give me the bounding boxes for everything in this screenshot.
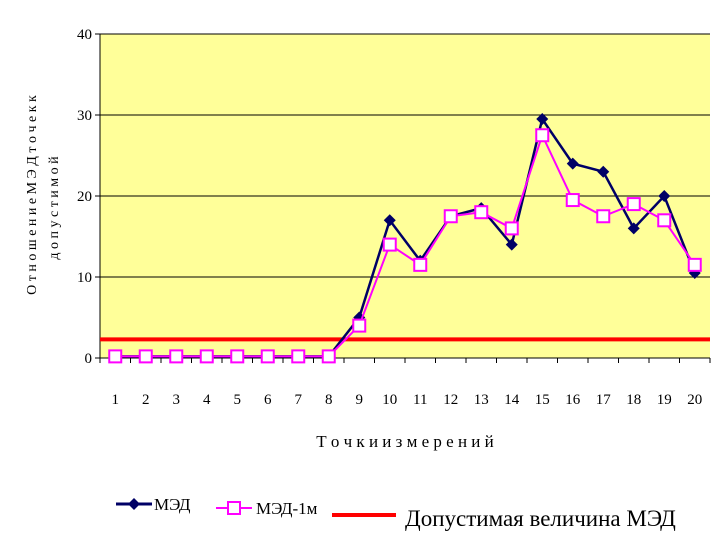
- x-tick-label-10: 10: [382, 392, 397, 408]
- x-tick-label-4: 4: [203, 392, 211, 408]
- x-tick-label-11: 11: [413, 392, 427, 408]
- legend-label-threshold: Допустимая величина МЭД: [405, 506, 676, 531]
- point-med1m-12: [443, 209, 458, 224]
- x-tick-label-20: 20: [687, 392, 702, 408]
- point-med1m-2: [138, 349, 153, 364]
- x-tick-label-5: 5: [234, 392, 242, 408]
- y-tick-label-40: 40: [77, 27, 92, 43]
- x-axis-title: Т о ч к и и з м е р е н и й: [316, 432, 494, 451]
- x-tick-label-12: 12: [443, 392, 458, 408]
- y-axis-title-line1: О т н о ш е н и е М Э Д т о ч е к к: [25, 95, 40, 295]
- point-med1m-4: [199, 349, 214, 364]
- point-med1m-16: [565, 193, 580, 208]
- point-med1m-9: [352, 318, 367, 333]
- point-med1m-6: [260, 349, 275, 364]
- series-group: [108, 113, 702, 364]
- point-med1m-11: [413, 257, 428, 272]
- point-med1m-17: [596, 209, 611, 224]
- x-tick-label-3: 3: [173, 392, 181, 408]
- x-tick-label-14: 14: [504, 392, 520, 408]
- y-tick-labels: 0 10 20 30 40: [77, 27, 100, 367]
- x-tick-labels: 1 2 3 4 5 6 7 8 9 10 11 12 13 14 15 16 17 18 19 20: [99, 358, 711, 408]
- point-med1m-18: [626, 197, 641, 212]
- point-med1m-15: [535, 128, 550, 143]
- y-tick-label-30: 30: [77, 108, 92, 124]
- y-axis-title-line2: д о п у с т и м о й: [47, 156, 62, 260]
- point-med1m-3: [169, 349, 184, 364]
- x-tick-label-9: 9: [356, 392, 364, 408]
- point-med-15: [536, 113, 549, 126]
- legend-marker-med-diamond: [128, 498, 140, 510]
- y-tick-label-10: 10: [77, 270, 92, 286]
- point-med-16: [566, 157, 579, 170]
- point-med-14: [505, 238, 518, 251]
- x-tick-label-13: 13: [474, 392, 489, 408]
- point-med1m-20: [687, 257, 702, 272]
- point-med1m-10: [382, 237, 397, 252]
- y-tick-label-20: 20: [77, 189, 92, 205]
- point-med-10: [383, 214, 396, 227]
- x-tick-label-17: 17: [596, 392, 612, 408]
- point-med1m-14: [504, 221, 519, 236]
- legend-label-med: МЭД: [154, 495, 191, 514]
- point-med1m-7: [291, 349, 306, 364]
- x-tick-label-18: 18: [626, 392, 641, 408]
- legend-marker-med1m-square: [227, 501, 241, 515]
- x-tick-label-15: 15: [535, 392, 550, 408]
- x-tick-label-8: 8: [325, 392, 333, 408]
- x-tick-label-19: 19: [657, 392, 672, 408]
- point-med1m-19: [657, 213, 672, 228]
- point-med1m-8: [321, 349, 336, 364]
- point-med-17: [597, 165, 610, 178]
- point-med-18: [627, 222, 640, 235]
- point-med-19: [658, 190, 671, 202]
- x-tick-label-2: 2: [142, 392, 150, 408]
- legend-label-med1m: МЭД-1м: [256, 499, 318, 518]
- point-med1m-5: [230, 349, 245, 364]
- point-med1m-13: [474, 205, 489, 220]
- legend: МЭД МЭД-1м Допустимая величина МЭД: [116, 495, 676, 531]
- point-med1m-1: [108, 349, 123, 364]
- x-tick-label-1: 1: [112, 392, 120, 408]
- x-tick-label-16: 16: [565, 392, 581, 408]
- x-tick-label-7: 7: [295, 392, 303, 408]
- x-tick-label-6: 6: [264, 392, 272, 408]
- y-tick-label-0: 0: [85, 351, 93, 367]
